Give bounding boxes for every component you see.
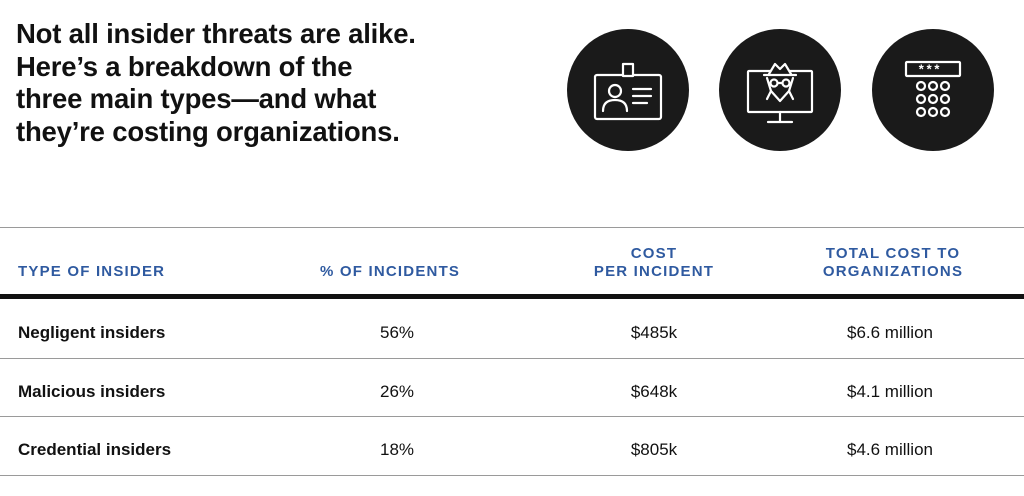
password-field-text: ***_ (917, 63, 948, 78)
headline-line: Not all insider threats are alike. (16, 18, 416, 49)
row-divider (0, 358, 1024, 359)
headline-line: they’re costing organizations. (16, 115, 400, 147)
headline: Not all insider threats are alike. Here’… (16, 18, 536, 148)
headline-line: three main types—and what (16, 83, 377, 114)
table-row: Credential insiders 18% $805k $4.6 milli… (0, 421, 1024, 479)
header-text: ORGANIZATIONS (822, 263, 964, 280)
header-percent-incidents: % OF INCIDENTS (320, 263, 460, 281)
cell-percent: 18% (379, 440, 415, 459)
id-badge-icon (567, 29, 689, 151)
header-text: % OF INCIDENTS (320, 263, 461, 280)
row-divider (0, 416, 1024, 417)
cell-type: Malicious insiders (18, 382, 166, 401)
cell-cost: $805k (630, 440, 678, 459)
cell-cost: $648k (630, 382, 678, 401)
hacker-monitor-icon (719, 29, 841, 151)
password-keypad-icon: ***_ (872, 29, 994, 151)
cell-cost: $485k (630, 323, 678, 342)
cell-total: $4.6 million (847, 440, 933, 459)
cell-type: Negligent insiders (18, 323, 166, 342)
headline-line: Here’s a breakdown of the (16, 50, 353, 82)
header-type-of-insider: TYPE OF INSIDER (18, 263, 165, 281)
header-cost-per-incident: COST PER INCIDENT (574, 245, 734, 281)
header-text: COST (630, 245, 678, 262)
header-total-cost: TOTAL COST TO ORGANIZATIONS (808, 245, 978, 281)
cell-total: $4.1 million (847, 382, 933, 401)
row-divider (0, 475, 1024, 476)
table-row: Malicious insiders 26% $648k $4.1 millio… (0, 363, 1024, 421)
header-text: PER INCIDENT (593, 263, 715, 280)
header-text: TYPE OF INSIDER (18, 263, 166, 280)
cell-percent: 56% (379, 323, 415, 342)
table-top-rule (0, 227, 1024, 228)
cell-total: $6.6 million (847, 323, 933, 342)
cell-type: Credential insiders (18, 440, 172, 459)
header-text: TOTAL COST TO (825, 245, 961, 262)
table-row: Negligent insiders 56% $485k $6.6 millio… (0, 304, 1024, 362)
cell-percent: 26% (379, 382, 415, 401)
header-rule (0, 294, 1024, 299)
